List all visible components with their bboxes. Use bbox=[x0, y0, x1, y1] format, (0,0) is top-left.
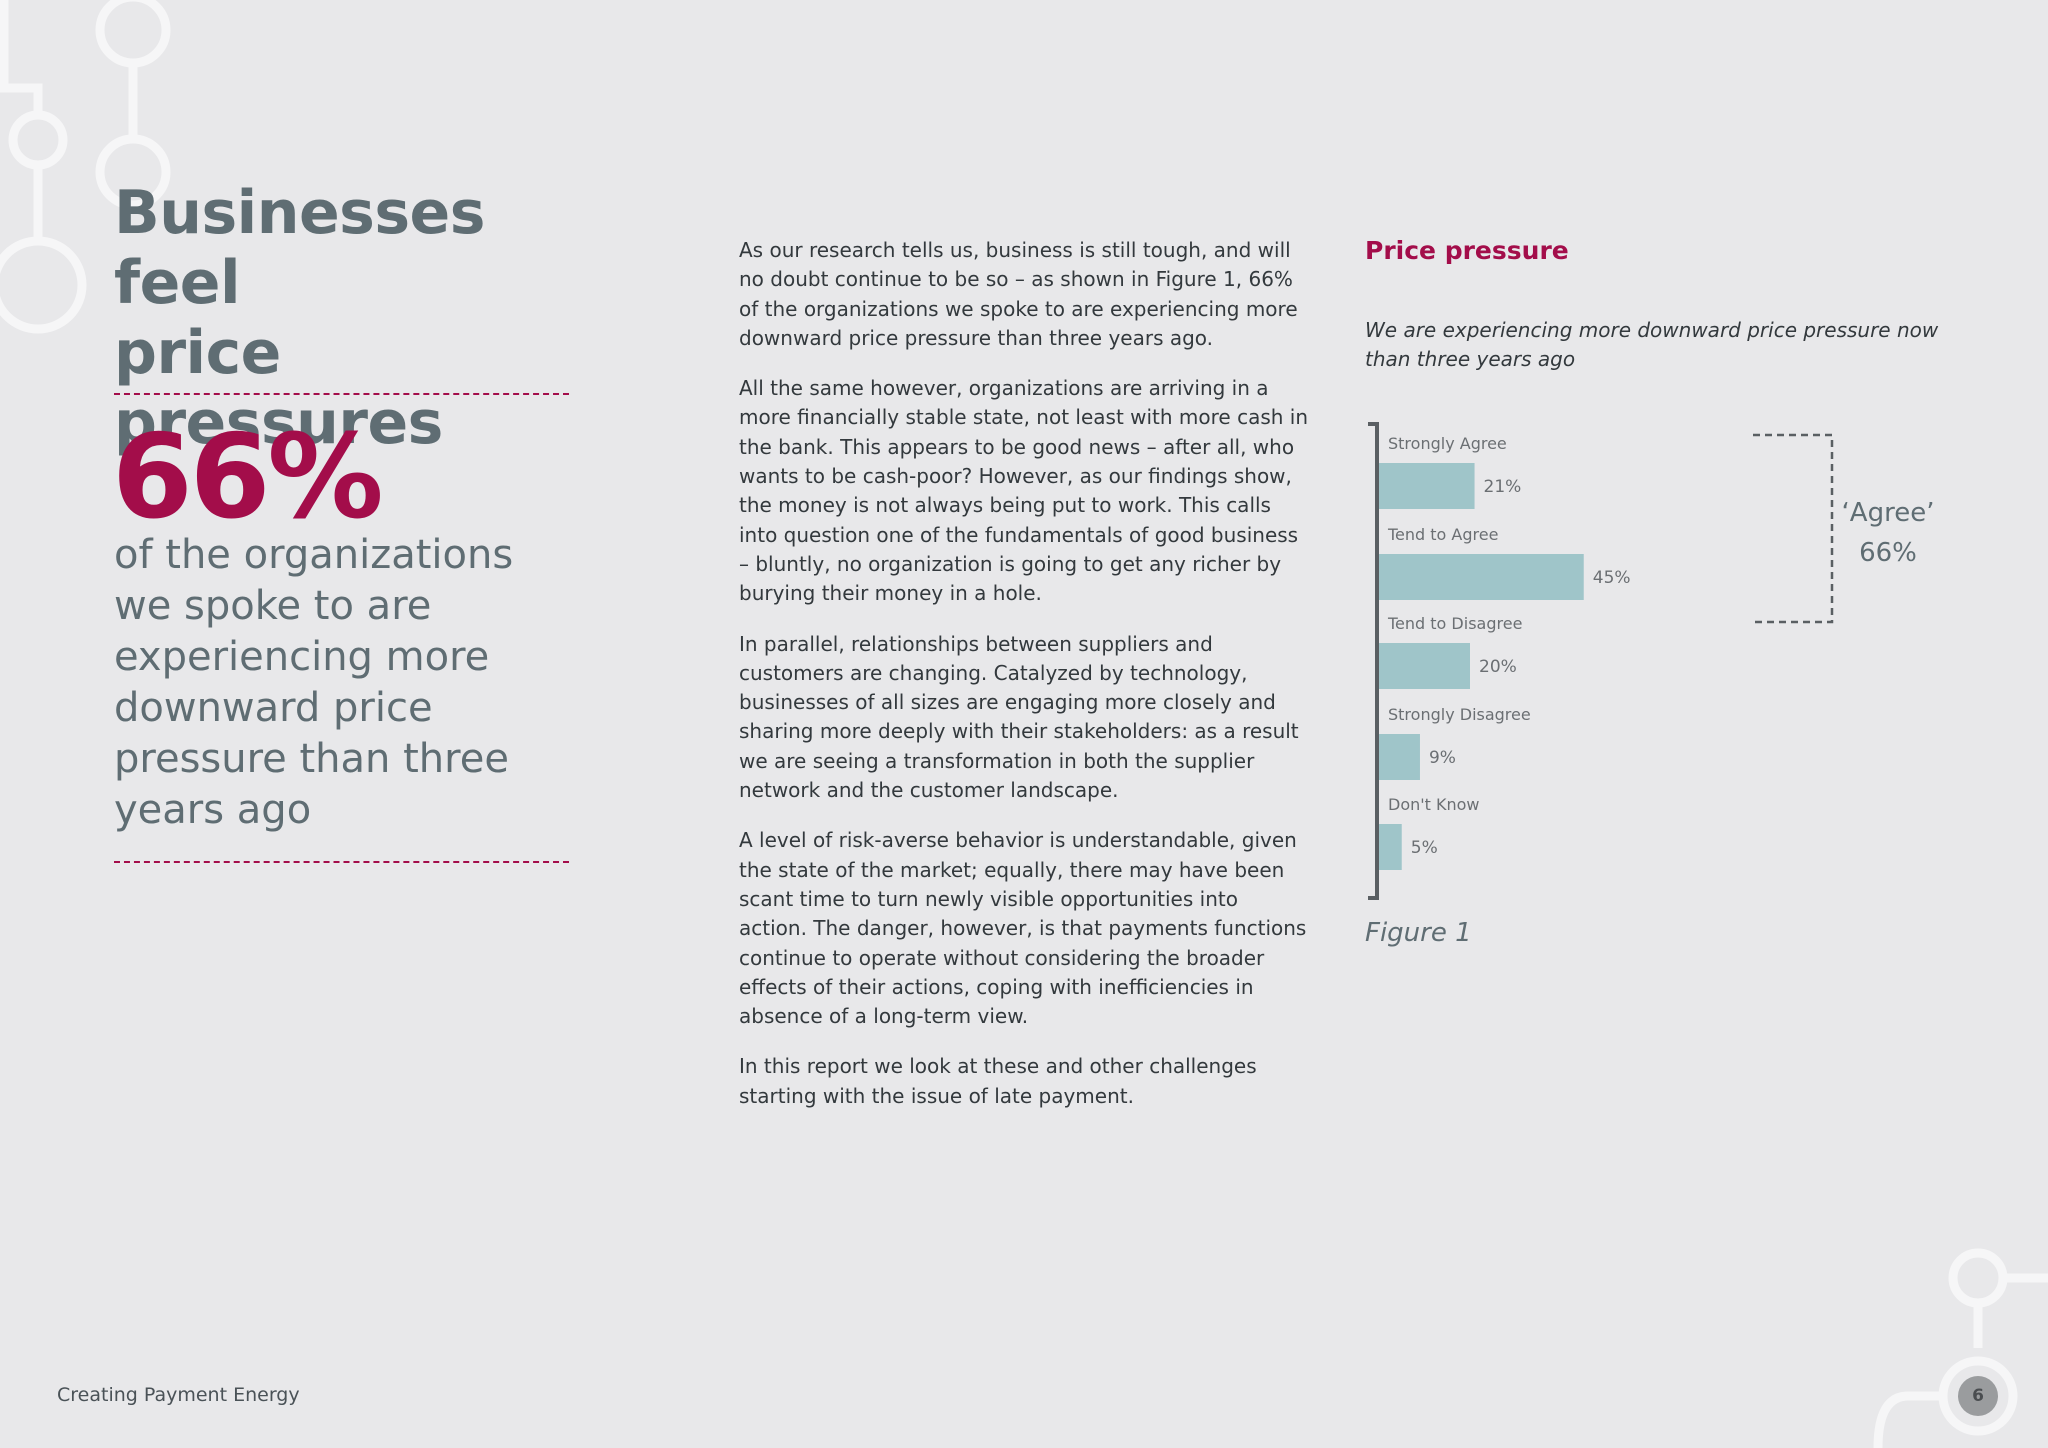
price-pressure-bar-chart: Strongly Agree 21% Tend to Agree 45% Tend to… bbox=[1368, 422, 1935, 900]
category-label: Strongly Disagree bbox=[1388, 705, 1531, 724]
connector-decoration-top-left bbox=[0, 0, 171, 334]
headline-line-2: price pressures bbox=[114, 318, 443, 458]
stat-description: of the organizations we spoke to are exp… bbox=[114, 532, 514, 833]
chart-bracket bbox=[1368, 422, 1379, 900]
value-label: 45% bbox=[1593, 568, 1631, 588]
value-label: 5% bbox=[1411, 838, 1438, 858]
value-label: 20% bbox=[1479, 657, 1517, 677]
chart-subtitle: We are experiencing more downward price … bbox=[1365, 318, 1939, 371]
headline-line-1: Businesses feel bbox=[114, 178, 485, 318]
category-label: Tend to Agree bbox=[1387, 525, 1498, 544]
bar bbox=[1379, 643, 1470, 689]
category-label: Tend to Disagree bbox=[1387, 614, 1522, 633]
body-paragraph: In parallel, relationships between suppl… bbox=[739, 631, 1299, 803]
figure-caption: Figure 1 bbox=[1365, 918, 1472, 948]
divider-top bbox=[114, 393, 569, 395]
footer-title: Creating Payment Energy bbox=[57, 1384, 300, 1406]
bar bbox=[1379, 824, 1402, 870]
chart-title: Price pressure bbox=[1365, 236, 1569, 265]
category-label: Strongly Agree bbox=[1388, 434, 1507, 453]
bar bbox=[1379, 463, 1475, 509]
body-paragraph: All the same however, organizations are … bbox=[739, 376, 1309, 606]
bar bbox=[1379, 554, 1584, 600]
body-paragraph: A level of risk-averse behavior is under… bbox=[739, 828, 1307, 1029]
page-number-badge: 6 bbox=[1958, 1376, 1998, 1416]
agree-bracket bbox=[1753, 433, 1834, 624]
divider-bottom bbox=[114, 861, 569, 863]
value-label: 9% bbox=[1429, 748, 1456, 768]
agree-bracket-label: ‘Agree’ bbox=[1842, 498, 1935, 528]
page-title: Businesses feel price pressures bbox=[114, 178, 614, 458]
body-paragraph: As our research tells us, business is st… bbox=[739, 238, 1298, 350]
connector-decoration-bottom-right bbox=[1873, 1248, 2048, 1448]
body-text: As our research tells us, business is st… bbox=[739, 236, 1309, 1132]
body-paragraph: In this report we look at these and othe… bbox=[739, 1054, 1257, 1108]
stat-value: 66% bbox=[112, 410, 384, 545]
headline-block: Businesses feel price pressures bbox=[114, 178, 614, 458]
bar bbox=[1379, 734, 1420, 780]
category-label: Don't Know bbox=[1388, 795, 1480, 814]
agree-bracket-value: 66% bbox=[1859, 538, 1917, 568]
value-label: 21% bbox=[1484, 477, 1522, 497]
